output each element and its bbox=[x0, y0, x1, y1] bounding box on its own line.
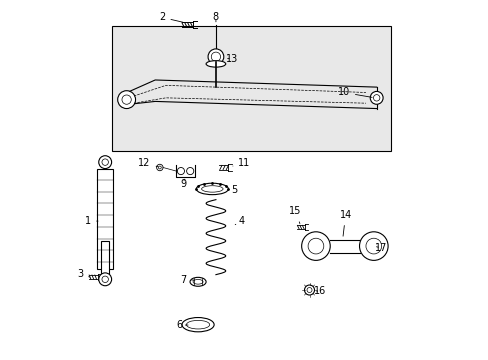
Circle shape bbox=[177, 167, 184, 175]
Text: 9: 9 bbox=[181, 179, 186, 189]
Text: 14: 14 bbox=[339, 210, 351, 236]
Circle shape bbox=[122, 95, 131, 104]
Circle shape bbox=[118, 91, 135, 109]
Ellipse shape bbox=[201, 186, 223, 192]
Text: 10: 10 bbox=[337, 87, 371, 98]
Circle shape bbox=[359, 232, 387, 260]
Ellipse shape bbox=[193, 279, 203, 284]
Text: 3: 3 bbox=[77, 269, 90, 279]
Bar bbox=[97, 169, 113, 269]
Text: 11: 11 bbox=[232, 158, 250, 168]
Ellipse shape bbox=[182, 318, 214, 332]
Text: 5: 5 bbox=[228, 185, 237, 195]
Bar bbox=[101, 241, 109, 276]
Text: 2: 2 bbox=[159, 13, 183, 22]
Circle shape bbox=[102, 276, 108, 283]
Circle shape bbox=[306, 288, 311, 293]
Circle shape bbox=[369, 91, 382, 104]
Text: 8: 8 bbox=[212, 13, 219, 22]
Circle shape bbox=[158, 166, 161, 169]
Text: 4: 4 bbox=[235, 216, 244, 226]
Circle shape bbox=[301, 232, 329, 260]
Circle shape bbox=[373, 95, 379, 101]
Text: 7: 7 bbox=[180, 275, 194, 285]
Text: 15: 15 bbox=[289, 206, 301, 224]
Circle shape bbox=[156, 164, 163, 171]
Circle shape bbox=[207, 49, 224, 64]
Text: 12: 12 bbox=[138, 158, 158, 168]
Text: 17: 17 bbox=[374, 243, 386, 253]
Circle shape bbox=[307, 238, 323, 254]
Text: 6: 6 bbox=[176, 320, 188, 330]
Circle shape bbox=[99, 156, 111, 168]
Circle shape bbox=[186, 167, 193, 175]
Text: 13: 13 bbox=[225, 54, 238, 64]
Circle shape bbox=[365, 238, 381, 254]
Circle shape bbox=[102, 159, 108, 165]
Bar bbox=[112, 26, 390, 152]
Ellipse shape bbox=[205, 61, 225, 67]
Text: 1: 1 bbox=[85, 216, 98, 226]
Circle shape bbox=[304, 285, 314, 295]
Ellipse shape bbox=[186, 320, 209, 329]
Ellipse shape bbox=[190, 277, 205, 286]
Ellipse shape bbox=[196, 183, 228, 195]
Circle shape bbox=[211, 52, 220, 62]
Text: 16: 16 bbox=[313, 287, 325, 296]
Circle shape bbox=[99, 273, 111, 286]
